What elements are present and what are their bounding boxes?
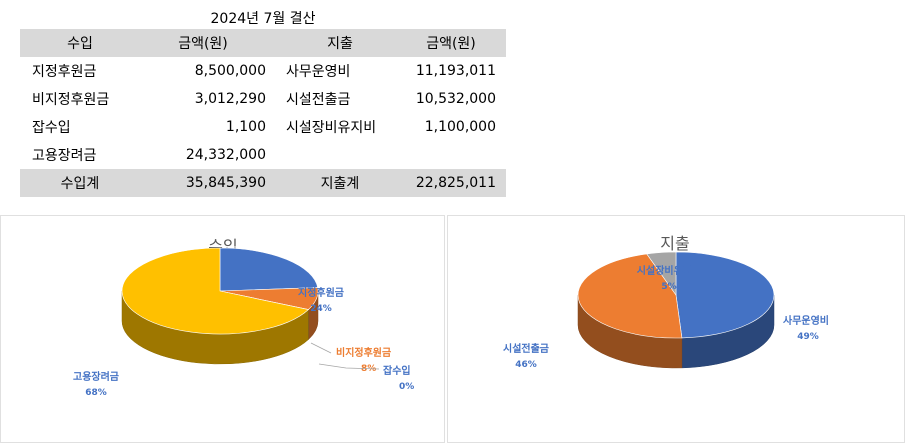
expense-item [274,141,406,169]
slice-percent: 68% [85,388,107,398]
income-item: 비지정후원금 [32,92,110,108]
expense-item: 시설장비유지비 [286,120,377,136]
chart-title: 지출 [660,234,689,253]
slice-label: 시설전출금 [503,342,549,355]
report-title: 2024년 7월 결산 [210,11,316,27]
pie-slice-1 [577,253,683,339]
income-amount: 24,332,000 [185,147,266,163]
slice-percent: 0% [399,382,414,392]
pie-slice-0 [219,247,319,292]
header-income: 수입 [20,29,140,57]
expense-item: 사무운영비 [286,64,351,80]
slice-label: 시설장비유지비 [637,264,701,277]
table-header-row: 수입 금액(원) 지출 금액(원) [20,29,506,57]
income-amount: 8,500,000 [194,63,266,79]
table-row: 잡수입 1,100 시설장비유지비 1,100,000 [20,113,506,141]
leader-line [318,363,380,370]
slice-label: 고용장려금 [73,370,119,383]
income-chart: 수입 지정후원금 24% 비지정후원금 8% 잡수입 0% 고용장려금 68% [0,215,445,443]
income-item: 잡수입 [32,120,71,136]
header-expense: 지출 [274,29,406,57]
expense-amount: 10,532,000 [415,91,496,107]
slice-percent: 5% [661,282,676,292]
header-expense-amount: 금액(원) [406,29,506,57]
table-row: 지정후원금 8,500,000 사무운영비 11,193,011 [20,57,506,85]
expense-total-label: 지출계 [274,169,406,197]
summary-table: 수입 금액(원) 지출 금액(원) 지정후원금 8,500,000 사무운영비 … [20,29,506,197]
income-total: 35,845,390 [140,169,274,197]
slice-percent: 49% [797,332,819,342]
header-income-amount: 금액(원) [140,29,274,57]
expense-item: 시설전출금 [286,92,351,108]
pie-slice-0 [675,251,775,339]
income-amount: 3,012,290 [194,91,266,107]
slice-label: 비지정후원금 [336,346,391,359]
expense-amount: 11,193,011 [415,63,496,79]
pie-slice-3 [121,247,309,335]
table-total-row: 수입계 35,845,390 지출계 22,825,011 [20,169,506,197]
income-amount: 1,100 [225,119,266,135]
slice-percent: 24% [310,304,332,314]
pie-slice-2 [646,251,677,296]
expense-amount: 1,100,000 [424,119,496,135]
income-item: 지정후원금 [32,64,97,80]
expense-total: 22,825,011 [406,169,506,197]
slice-label: 사무운영비 [783,314,829,327]
slice-label: 잡수입 [383,364,411,377]
expense-amount [406,141,506,169]
slice-label: 지정후원금 [298,286,344,299]
table-row: 고용장려금 24,332,000 [20,141,506,169]
income-item: 고용장려금 [32,148,97,164]
leader-line [310,342,332,354]
slice-percent: 46% [515,360,537,370]
income-total-label: 수입계 [20,169,140,197]
table-row: 비지정후원금 3,012,290 시설전출금 10,532,000 [20,85,506,113]
